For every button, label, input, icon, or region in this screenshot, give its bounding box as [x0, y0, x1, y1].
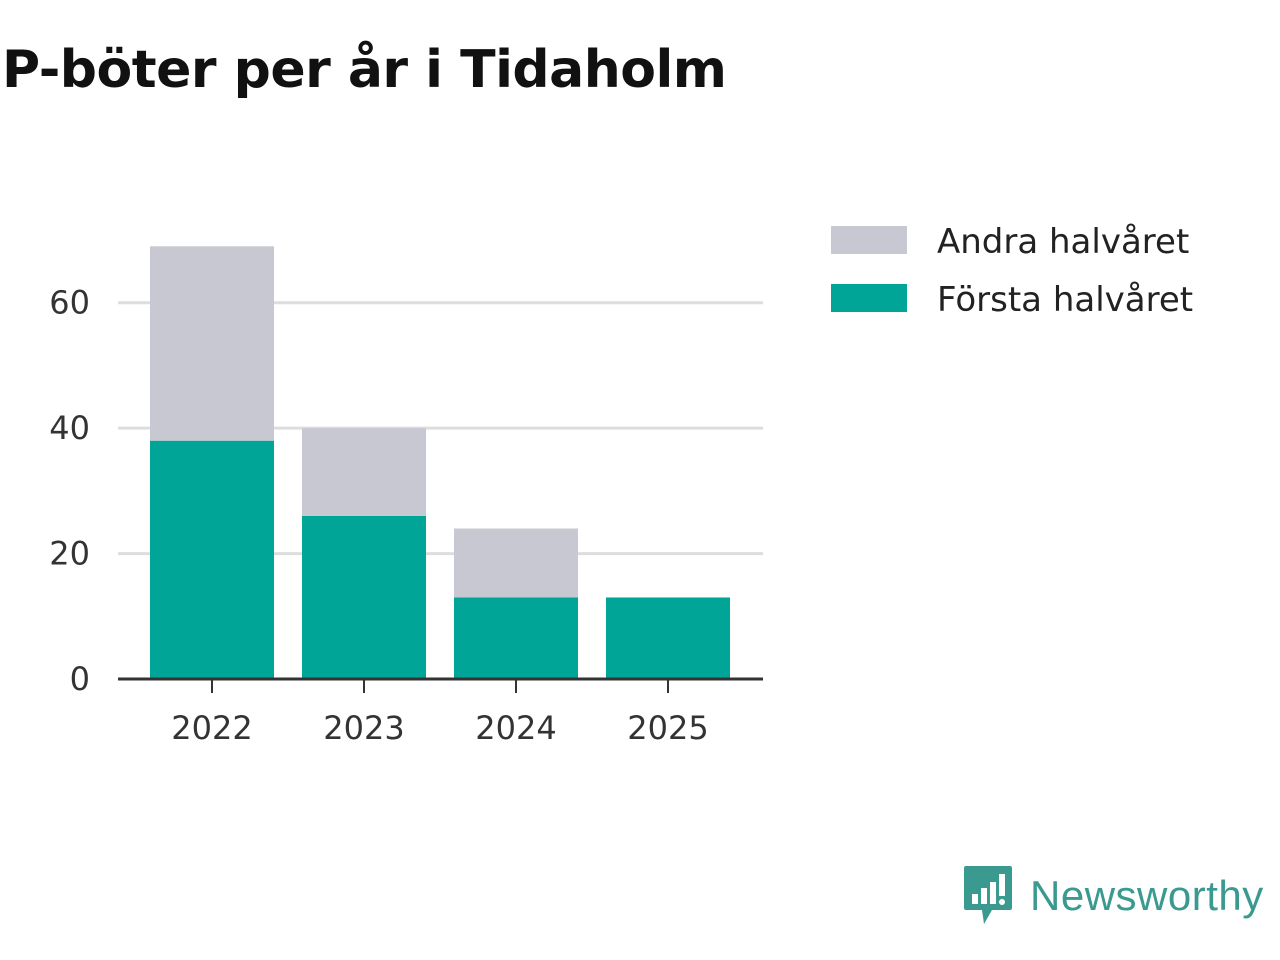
x-tick-label-2025: 2025: [627, 709, 708, 747]
legend-swatch-1: [831, 284, 907, 312]
bar-2022-series-1: [150, 246, 274, 441]
bar-2024-series-1: [454, 528, 578, 598]
y-tick-label-0: 0: [70, 660, 90, 698]
bar-2023-series-1: [302, 428, 426, 516]
legend-swatch-0: [831, 226, 907, 254]
bar-2024-series-0: [454, 597, 578, 679]
chart-title: P-böter per år i Tidaholm: [2, 40, 727, 100]
x-tick-label-2024: 2024: [475, 709, 556, 747]
bars: [150, 246, 730, 679]
x-tick-label-2023: 2023: [323, 709, 404, 747]
legend-label-1: Första halvåret: [937, 280, 1193, 320]
legend-label-0: Andra halvåret: [937, 222, 1189, 262]
legend: Andra halvåret Första halvåret: [831, 222, 1193, 320]
brand: Newsworthy: [962, 864, 1264, 928]
y-tick-label-40: 40: [49, 409, 90, 447]
newsworthy-logo-icon: [964, 866, 1012, 924]
x-tick-label-2022: 2022: [171, 709, 252, 747]
bar-2022-series-0: [150, 440, 274, 679]
bar-2023-series-0: [302, 515, 426, 679]
y-tick-label-20: 20: [49, 535, 90, 573]
brand-name: Newsworthy: [1030, 872, 1264, 919]
y-tick-label-60: 60: [49, 284, 90, 322]
axes: 0 20 40 60 2022 2023 2024 2025: [49, 284, 763, 747]
bar-2025-series-0: [606, 597, 730, 679]
